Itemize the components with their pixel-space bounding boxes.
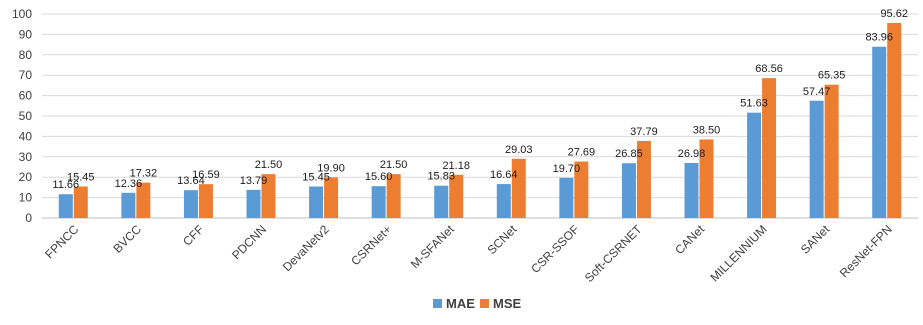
data-label-mse-cff: 16.59 <box>192 169 220 181</box>
data-label-mse-csrnet+: 21.50 <box>380 159 408 171</box>
data-label-mse-pdcnn: 21.50 <box>255 159 283 171</box>
data-label-mse-scnet: 29.03 <box>505 144 533 156</box>
bar-mae-csrnet+ <box>371 186 386 218</box>
bar-mae-pdcnn <box>246 189 261 218</box>
data-label-mae-fpncc: 11.66 <box>52 179 79 191</box>
y-tick-label: 80 <box>19 48 33 62</box>
bar-mse-cff <box>198 184 213 218</box>
data-label-mse-sanet: 65.35 <box>818 70 846 82</box>
x-tick-label: M-SFANet <box>408 222 458 272</box>
y-tick-label: 60 <box>19 89 33 103</box>
bar-mse-soft-csrnet <box>636 140 651 218</box>
bar-mse-millennium <box>762 78 777 218</box>
legend: MAE MSE <box>433 296 522 311</box>
y-tick-label: 20 <box>19 170 33 184</box>
y-tick-label: 30 <box>19 150 33 164</box>
gridlines <box>42 13 918 219</box>
data-label-mse-soft-csrnet: 37.79 <box>630 126 658 138</box>
x-tick-label: FPNCC <box>42 222 81 261</box>
x-tick-label: DevaNetv2 <box>280 222 332 274</box>
bar-mae-millennium <box>747 112 762 218</box>
data-label-mae-csr-ssof: 19.70 <box>553 163 581 175</box>
x-tick-label: CANet <box>672 222 707 257</box>
x-tick-label: BVCC <box>111 222 145 256</box>
y-tick-label: 10 <box>19 191 33 205</box>
legend-swatch-mae <box>433 299 442 308</box>
bar-mae-sanet <box>809 100 824 218</box>
bar-mse-bvcc <box>136 182 151 218</box>
bar-mae-fpncc <box>58 194 73 218</box>
bar-mae-devanetv2 <box>309 186 324 218</box>
bar-mse-scnet <box>511 158 526 218</box>
data-label-mse-resnet-fpn: 95.62 <box>880 8 908 20</box>
x-axis-labels: FPNCC BVCC CFF PDCNN DevaNetv2 CSRNet+ M-SFANe… <box>42 222 895 285</box>
data-label-mse-bvcc: 17.32 <box>130 168 158 180</box>
data-label-mae-sanet: 57.47 <box>803 86 831 98</box>
y-tick-label: 90 <box>19 27 33 41</box>
data-label-mae-bvcc: 12.36 <box>115 178 143 190</box>
data-label-mae-csrnet+: 15.60 <box>365 171 393 183</box>
bar-mse-devanetv2 <box>324 177 339 218</box>
y-tick-label: 40 <box>19 129 33 143</box>
bars <box>58 22 902 219</box>
bar-mae-bvcc <box>121 192 136 218</box>
x-tick-label: SCNet <box>485 222 520 257</box>
data-label-mae-pdcnn: 13.79 <box>240 175 268 187</box>
bar-mae-resnet-fpn <box>872 46 887 218</box>
data-label-mae-scnet: 16.64 <box>490 169 518 181</box>
x-tick-label: ResNet-FPN <box>837 222 895 280</box>
y-axis: 0 10 20 30 40 50 60 70 80 90 100 <box>12 7 32 225</box>
y-tick-label: 70 <box>19 68 33 82</box>
x-tick-label: SANet <box>798 222 833 257</box>
legend-swatch-mse <box>480 299 489 308</box>
data-label-mae-millennium: 51.63 <box>740 98 768 110</box>
x-tick-label: CFF <box>180 222 206 248</box>
data-label-mse-canet: 38.50 <box>693 124 721 136</box>
bar-mse-resnet-fpn <box>887 22 902 219</box>
data-label-mse-csr-ssof: 27.69 <box>568 147 596 159</box>
data-label-mae-cff: 13.64 <box>177 175 205 187</box>
data-label-mae-canet: 26.98 <box>678 148 706 160</box>
bar-mae-canet <box>684 162 699 218</box>
bar-mse-csrnet+ <box>386 174 401 218</box>
y-tick-label: 100 <box>12 7 32 21</box>
y-tick-label: 0 <box>25 211 32 225</box>
data-label-mse-m-sfanet: 21.18 <box>442 160 470 172</box>
bar-mae-scnet <box>496 184 511 218</box>
bar-mse-sanet <box>824 84 839 218</box>
data-label-mse-millennium: 68.56 <box>755 63 783 75</box>
bar-mse-csr-ssof <box>574 161 589 218</box>
data-label-mae-m-sfanet: 15.83 <box>427 171 455 183</box>
x-tick-label: Soft-CSRNET <box>582 222 645 285</box>
data-label-mae-devanetv2: 15.45 <box>302 171 330 183</box>
legend-label-mae: MAE <box>446 296 475 311</box>
bar-mse-pdcnn <box>261 174 276 218</box>
bar-mse-canet <box>699 139 714 218</box>
y-tick-label: 50 <box>19 109 33 123</box>
data-label-mse-devanetv2: 19.90 <box>317 162 345 174</box>
data-label-mae-soft-csrnet: 26.85 <box>615 148 643 160</box>
data-label-mae-resnet-fpn: 83.96 <box>865 32 893 44</box>
bar-mae-soft-csrnet <box>621 163 636 218</box>
x-tick-label: PDCNN <box>229 222 269 262</box>
bar-mae-csr-ssof <box>559 177 574 218</box>
bar-mae-m-sfanet <box>434 185 449 218</box>
bar-mse-fpncc <box>73 186 88 218</box>
data-label-mse-fpncc: 15.45 <box>67 171 95 183</box>
legend-label-mse: MSE <box>493 296 522 311</box>
x-tick-label: CSR-SSOF <box>528 222 582 276</box>
x-tick-label: CSRNet+ <box>348 222 394 268</box>
x-tick-label: MILLENNIUM <box>707 222 769 284</box>
bar-mse-m-sfanet <box>449 174 464 218</box>
bar-mae-cff <box>183 190 198 218</box>
